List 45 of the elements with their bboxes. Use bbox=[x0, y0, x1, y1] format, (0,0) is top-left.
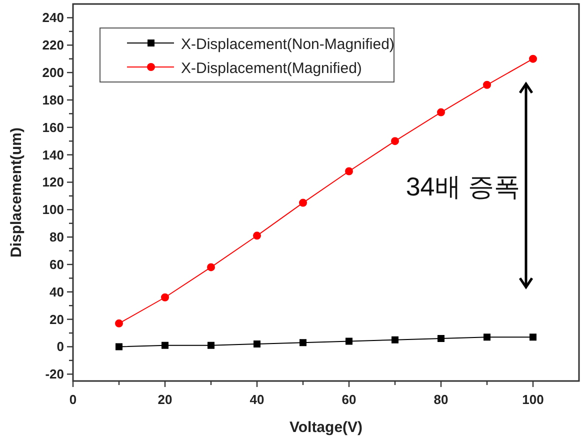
y-tick-label: 80 bbox=[50, 230, 64, 245]
point bbox=[161, 293, 169, 302]
point bbox=[391, 137, 399, 146]
y-tick-label: 20 bbox=[50, 312, 64, 327]
x-axis-title: Voltage(V) bbox=[289, 419, 363, 436]
legend-label: X-Displacement(Magnified) bbox=[181, 60, 362, 77]
point bbox=[253, 232, 261, 240]
point bbox=[529, 54, 537, 63]
annotation: 34배 증폭 bbox=[406, 171, 520, 202]
y-tick-label: 100 bbox=[42, 202, 64, 218]
point bbox=[484, 334, 490, 341]
y-tick-label: 140 bbox=[42, 147, 64, 162]
y-axis-title: Displacement(um) bbox=[8, 127, 25, 258]
x-tick-label: 60 bbox=[342, 392, 356, 407]
y-tick-label: -20 bbox=[45, 366, 64, 382]
y-tick-label: 60 bbox=[50, 256, 64, 272]
point bbox=[437, 108, 445, 116]
y-tick-label: 40 bbox=[50, 284, 64, 300]
point bbox=[483, 80, 491, 89]
point bbox=[115, 319, 123, 328]
x-tick-label: 0 bbox=[69, 392, 77, 407]
point bbox=[254, 340, 260, 348]
point bbox=[438, 335, 444, 342]
point bbox=[345, 167, 353, 176]
y-tick-label: 180 bbox=[42, 92, 64, 108]
x-tick-label: 20 bbox=[158, 392, 172, 407]
point bbox=[530, 334, 536, 341]
point bbox=[116, 343, 122, 350]
x-tick-label: 80 bbox=[434, 392, 448, 407]
point bbox=[207, 263, 215, 272]
point bbox=[208, 342, 214, 349]
y-tick-label: 120 bbox=[42, 174, 64, 190]
point bbox=[392, 336, 398, 344]
y-tick-label: 0 bbox=[56, 339, 64, 354]
point bbox=[162, 342, 168, 349]
y-tick-label: 200 bbox=[42, 65, 64, 80]
y-tick-label: 220 bbox=[42, 38, 64, 53]
x-tick-label: 40 bbox=[250, 392, 264, 407]
point bbox=[346, 338, 352, 345]
point bbox=[299, 198, 307, 207]
y-tick-label: 240 bbox=[42, 10, 64, 26]
y-tick-label: 160 bbox=[42, 120, 64, 135]
legend-label: X-Displacement(Non-Magnified) bbox=[181, 36, 394, 53]
point bbox=[300, 339, 306, 346]
x-tick-label: 100 bbox=[522, 392, 544, 407]
